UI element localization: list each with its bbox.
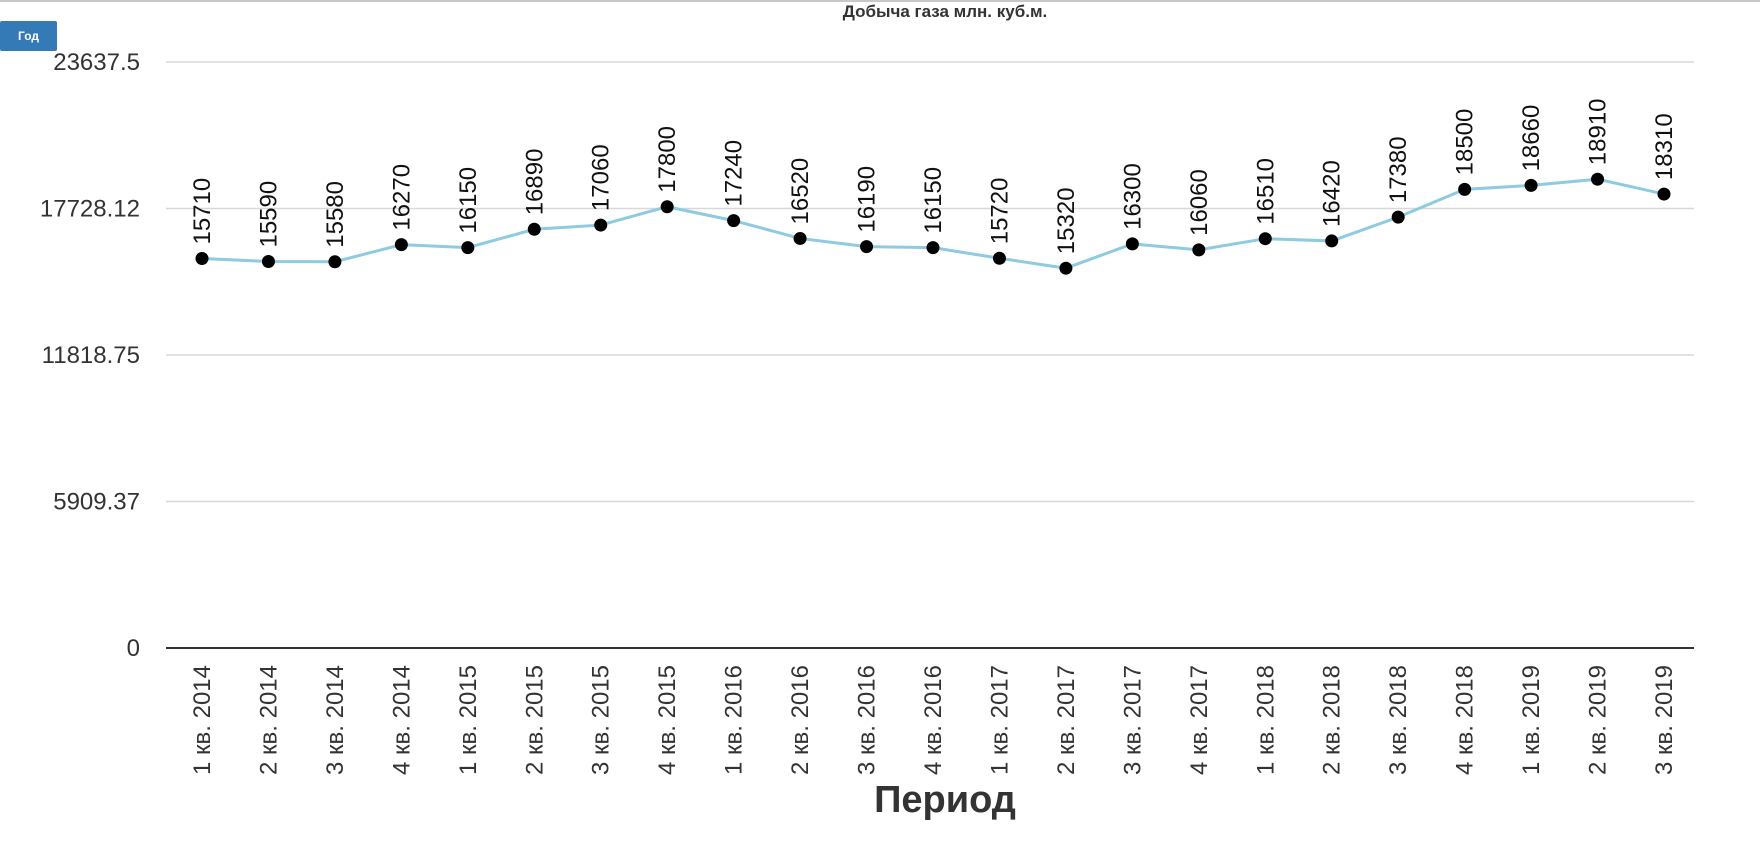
data-labels: 15710 15590 15580 16270 16150 16890 17060 17800… xyxy=(189,98,1678,254)
year-period-button[interactable]: Год xyxy=(0,21,57,51)
data-point xyxy=(1657,187,1671,201)
data-label: 17060 xyxy=(588,144,615,211)
data-point xyxy=(1059,261,1073,275)
x-tick-label: 4 кв. 2016 xyxy=(920,665,947,775)
data-label: 16060 xyxy=(1186,169,1213,236)
data-label: 17800 xyxy=(654,126,681,193)
x-tick-label: 4 кв. 2017 xyxy=(1186,665,1213,775)
data-point xyxy=(1192,243,1206,257)
data-point xyxy=(660,200,674,214)
data-label: 18910 xyxy=(1585,98,1612,165)
x-tick-label: 3 кв. 2018 xyxy=(1385,665,1412,775)
y-tick-label: 23637.5 xyxy=(53,49,140,76)
data-label: 15320 xyxy=(1053,187,1080,254)
data-label: 15720 xyxy=(986,178,1013,245)
data-point xyxy=(926,241,940,255)
data-point xyxy=(527,222,541,236)
x-tick-label: 1 кв. 2014 xyxy=(189,665,216,775)
data-point xyxy=(394,238,408,252)
x-tick-label: 2 кв. 2019 xyxy=(1585,665,1612,775)
x-tick-label: 2 кв. 2017 xyxy=(1053,665,1080,775)
data-point xyxy=(1591,172,1605,186)
data-label: 17240 xyxy=(721,140,748,207)
y-tick-label: 0 xyxy=(127,635,140,662)
data-label: 16150 xyxy=(455,167,482,234)
data-point xyxy=(793,231,807,245)
x-tick-label: 4 кв. 2014 xyxy=(388,665,415,775)
data-point xyxy=(261,255,275,269)
data-point xyxy=(992,251,1006,265)
data-label: 16420 xyxy=(1319,160,1346,227)
chart-title: Добыча газа млн. куб.м. xyxy=(843,2,1048,21)
x-tick-label: 1 кв. 2015 xyxy=(455,665,482,775)
data-point xyxy=(328,255,342,269)
data-point xyxy=(195,252,209,266)
data-point xyxy=(1258,232,1272,246)
data-point xyxy=(1391,210,1405,224)
data-label: 18500 xyxy=(1452,109,1479,176)
y-tick-label: 5909.37 xyxy=(53,489,140,516)
x-tick-label: 1 кв. 2016 xyxy=(721,665,748,775)
x-axis-title: Период xyxy=(874,779,1016,821)
top-divider xyxy=(0,0,1760,2)
data-label: 16890 xyxy=(521,149,548,216)
data-point xyxy=(1524,178,1538,192)
x-tick-label: 1 кв. 2019 xyxy=(1518,665,1545,775)
x-tick-label: 2 кв. 2014 xyxy=(255,665,282,775)
x-tick-label: 3 кв. 2015 xyxy=(588,665,615,775)
data-point xyxy=(1125,237,1139,251)
x-tick-label: 3 кв. 2016 xyxy=(854,665,881,775)
x-tick-label: 1 кв. 2017 xyxy=(986,665,1013,775)
data-label: 16150 xyxy=(920,167,947,234)
grid-lines xyxy=(166,61,1694,503)
data-point xyxy=(1458,182,1472,196)
data-point xyxy=(727,214,741,228)
data-label: 16510 xyxy=(1252,158,1279,225)
x-tick-label: 2 кв. 2015 xyxy=(521,665,548,775)
data-point xyxy=(461,241,475,255)
data-label: 16300 xyxy=(1119,163,1146,230)
x-tick-label: 4 кв. 2018 xyxy=(1452,665,1479,775)
x-tick-label: 1 кв. 2018 xyxy=(1252,665,1279,775)
data-label: 16270 xyxy=(388,164,415,231)
x-tick-label: 3 кв. 2017 xyxy=(1119,665,1146,775)
data-label: 15580 xyxy=(322,181,349,248)
data-points xyxy=(195,172,1671,275)
x-tick-label: 3 кв. 2014 xyxy=(322,665,349,775)
data-label: 15590 xyxy=(255,181,282,248)
x-tick-label: 2 кв. 2018 xyxy=(1319,665,1346,775)
data-point xyxy=(1325,234,1339,248)
x-tick-label: 4 кв. 2015 xyxy=(654,665,681,775)
y-tick-label: 11818.75 xyxy=(42,342,140,369)
data-label: 17380 xyxy=(1385,136,1412,203)
data-point xyxy=(860,240,874,254)
data-label: 18660 xyxy=(1518,105,1545,172)
x-tick-label: 2 кв. 2016 xyxy=(787,665,814,775)
y-tick-label: 17728.12 xyxy=(40,196,140,223)
data-point xyxy=(594,218,608,232)
x-axis-tick-labels: 1 кв. 2014 2 кв. 2014 3 кв. 2014 4 кв. 2014… xyxy=(189,665,1678,775)
x-tick-label: 3 кв. 2019 xyxy=(1651,665,1678,775)
data-label: 16520 xyxy=(787,158,814,225)
data-label: 18310 xyxy=(1651,113,1678,180)
data-label: 16190 xyxy=(854,166,881,233)
y-axis-tick-labels: 0 5909.37 11818.75 17728.12 23637.5 xyxy=(40,49,140,662)
data-label: 15710 xyxy=(189,178,216,245)
